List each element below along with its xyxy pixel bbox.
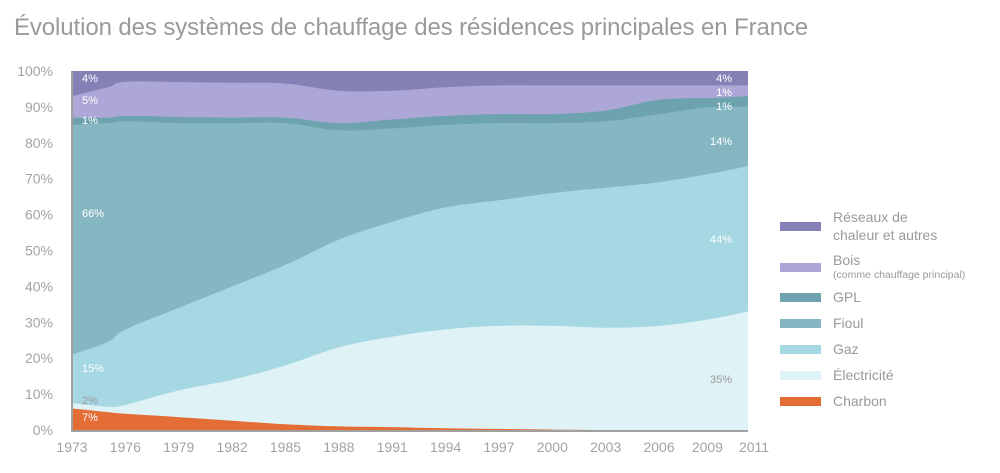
legend-label-fioul: Fioul: [833, 315, 864, 331]
legend-swatch-reseaux: [780, 222, 821, 231]
y-tick-label: 10%: [25, 386, 53, 402]
x-tick-label: 1973: [56, 439, 87, 455]
y-tick-label: 70%: [25, 171, 53, 187]
x-tick-label: 1985: [270, 439, 301, 455]
y-tick-labels: 0% 10% 20% 30% 40% 50% 60% 70% 80% 90% 100%: [17, 63, 53, 438]
y-tick-label: 80%: [25, 135, 53, 151]
legend-label-gaz: Gaz: [833, 341, 859, 357]
y-tick-label: 30%: [25, 314, 53, 330]
data-label-electricite-2011: 35%: [710, 374, 732, 386]
legend-sublabel-bois: (comme chauffage principal): [833, 269, 966, 281]
y-tick-label: 0%: [33, 422, 53, 438]
data-label-gaz-2011: 44%: [710, 234, 732, 246]
legend-label-gpl: GPL: [833, 289, 862, 305]
x-tick-label: 1994: [430, 439, 461, 455]
y-tick-label: 20%: [25, 350, 53, 366]
x-tick-label: 1982: [217, 439, 248, 455]
area-charbon: [72, 408, 748, 431]
legend-label-reseaux: Réseaux de: [833, 209, 908, 225]
legend-swatch-charbon: [780, 397, 821, 406]
legend-label-bois: Bois: [833, 252, 861, 268]
area-layers: [72, 71, 748, 431]
x-tick-label: 1988: [323, 439, 354, 455]
y-tick-label: 50%: [25, 243, 53, 259]
x-tick-label: 1979: [163, 439, 194, 455]
x-tick-label: 2000: [537, 439, 568, 455]
y-tick-label: 100%: [17, 63, 53, 79]
x-tick-labels: 1973 1976 1979 1982 1985 1988 1991 1994 1997 2000…: [56, 439, 769, 455]
data-label-charbon-1973: 7%: [82, 412, 98, 424]
data-label-bois-comme-chauffage-principal-1973: 5%: [82, 95, 98, 107]
data-label-gpl-2011: 1%: [716, 101, 732, 113]
data-label-bois-comme-chauffage-principal-2011: 1%: [716, 87, 732, 99]
legend-label-reseaux-line2: chaleur et autres: [833, 227, 938, 243]
data-label-reseaux-de-chaleur-et-autres-2011: 4%: [716, 73, 732, 85]
legend-swatch-bois: [780, 263, 821, 272]
data-label-gaz-1973: 15%: [82, 363, 104, 375]
x-tick-label: 2006: [643, 439, 674, 455]
data-label-reseaux-de-chaleur-et-autres-1973: 4%: [82, 73, 98, 85]
legend-swatch-fioul: [780, 319, 821, 328]
x-tick-label: 1976: [110, 439, 141, 455]
chart-title: Évolution des systèmes de chauffage des …: [14, 14, 809, 41]
area-electricite: [72, 311, 748, 430]
x-tick-label: 2011: [739, 439, 769, 455]
legend-swatch-electricite: [780, 371, 821, 380]
data-label-fioul-1973: 66%: [82, 208, 104, 220]
legend-swatch-gaz: [780, 345, 821, 354]
data-label-fioul-2011: 14%: [710, 136, 732, 148]
y-tick-label: 40%: [25, 278, 53, 294]
y-tick-label: 90%: [25, 99, 53, 115]
data-labels: 4% 5% 1% 66% 15% 2% 7% 4% 1% 1% 14% 44% 35%: [82, 73, 732, 424]
x-tick-label: 1991: [377, 439, 408, 455]
y-tick-label: 60%: [25, 207, 53, 223]
legend-label-charbon: Charbon: [833, 393, 887, 409]
data-label-gpl-1973: 1%: [82, 115, 98, 127]
legend-swatch-gpl: [780, 293, 821, 302]
legend-label-electricite: Électricité: [833, 367, 894, 383]
x-tick-label: 2009: [692, 439, 723, 455]
x-tick-label: 1997: [483, 439, 514, 455]
x-tick-label: 2003: [590, 439, 621, 455]
data-label-electricite-1973: 2%: [82, 395, 98, 407]
